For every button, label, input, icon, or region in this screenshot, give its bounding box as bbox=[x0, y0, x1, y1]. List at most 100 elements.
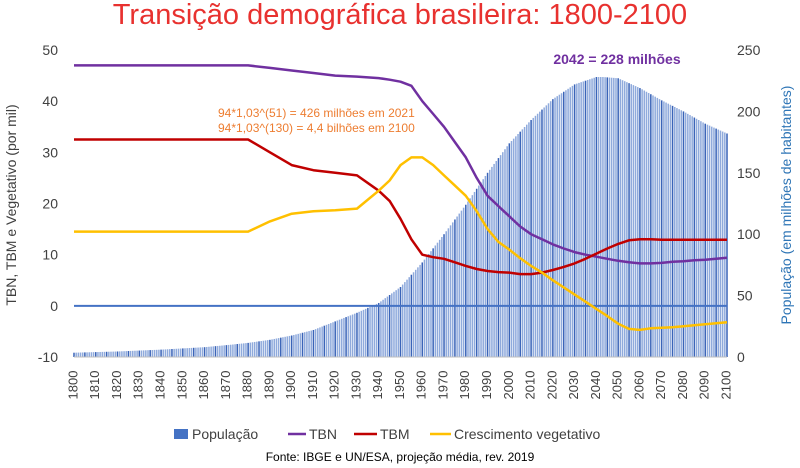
population-bar bbox=[554, 97, 556, 358]
population-bar bbox=[340, 318, 343, 357]
legend-label-tbm: TBM bbox=[380, 426, 410, 442]
population-bar bbox=[573, 84, 576, 357]
x-tick-label: 1950 bbox=[392, 371, 407, 400]
x-tick-label: 1980 bbox=[457, 371, 472, 400]
population-bar bbox=[110, 351, 112, 357]
population-bar bbox=[608, 77, 611, 357]
population-bar bbox=[506, 146, 508, 357]
population-bar bbox=[288, 335, 291, 357]
population-bar bbox=[234, 344, 236, 357]
population-bar bbox=[684, 112, 687, 357]
population-bar bbox=[123, 351, 125, 357]
population-bar bbox=[175, 348, 178, 357]
population-bar bbox=[454, 219, 456, 357]
chart-title: Transição demográfica brasileira: 1800-2… bbox=[113, 0, 687, 31]
population-bar bbox=[323, 325, 326, 357]
population-bar bbox=[519, 131, 521, 357]
population-bar bbox=[536, 113, 539, 357]
population-bar bbox=[251, 342, 254, 357]
y-tick-label: 40 bbox=[42, 93, 58, 109]
population-bar bbox=[560, 93, 563, 357]
population-bar bbox=[482, 179, 484, 357]
population-bar bbox=[145, 350, 147, 357]
population-bar bbox=[105, 351, 108, 357]
population-bar bbox=[238, 343, 241, 357]
population-bar bbox=[680, 110, 683, 357]
population-bar bbox=[645, 91, 648, 357]
population-bar bbox=[236, 344, 239, 357]
population-bar bbox=[125, 351, 127, 357]
population-bar bbox=[580, 82, 582, 358]
population-bar bbox=[129, 350, 132, 357]
population-bar bbox=[103, 351, 106, 357]
population-bar bbox=[456, 216, 458, 357]
population-bar bbox=[210, 346, 212, 357]
y-tick-label: 10 bbox=[42, 247, 58, 263]
population-bar bbox=[229, 344, 232, 357]
population-bar bbox=[197, 347, 199, 357]
x-tick-label: 2060 bbox=[631, 371, 646, 400]
population-bar bbox=[410, 274, 413, 357]
population-bar bbox=[443, 234, 445, 357]
population-bar bbox=[525, 124, 528, 357]
population-bar bbox=[697, 120, 700, 357]
population-bar bbox=[356, 312, 358, 357]
population-bar bbox=[469, 198, 471, 357]
population-bar bbox=[445, 231, 447, 357]
population-bar bbox=[593, 77, 595, 357]
population-bar bbox=[364, 308, 367, 357]
population-bar bbox=[190, 347, 193, 357]
population-bar bbox=[99, 351, 101, 357]
y2-tick-label: 0 bbox=[737, 349, 745, 365]
population-bar bbox=[658, 99, 661, 358]
population-bar bbox=[512, 138, 515, 357]
tbm-line bbox=[74, 138, 727, 276]
population-bar bbox=[521, 129, 524, 357]
population-bar bbox=[586, 79, 589, 358]
population-bar bbox=[597, 77, 600, 358]
y-tick-label: 20 bbox=[42, 196, 58, 212]
population-bar bbox=[184, 348, 186, 357]
population-bar bbox=[660, 100, 663, 357]
x-tick-label: 1930 bbox=[348, 371, 363, 400]
population-bar bbox=[382, 299, 384, 357]
population-bar bbox=[303, 332, 306, 357]
population-bar bbox=[349, 315, 352, 357]
x-tick-label: 1830 bbox=[131, 371, 146, 400]
population-bar bbox=[669, 104, 672, 358]
population-bar bbox=[245, 343, 247, 357]
population-bar bbox=[606, 77, 609, 358]
population-bar bbox=[517, 134, 519, 357]
population-bar bbox=[395, 290, 397, 357]
population-bar bbox=[293, 334, 295, 357]
population-bar bbox=[77, 352, 80, 357]
population-bar bbox=[373, 304, 376, 357]
population-bar bbox=[632, 85, 635, 358]
x-tick-label: 2080 bbox=[675, 371, 690, 400]
population-bar bbox=[216, 345, 219, 357]
population-bar bbox=[325, 324, 328, 357]
population-bar bbox=[136, 350, 138, 357]
population-bar bbox=[393, 291, 395, 357]
population-bar bbox=[319, 327, 321, 357]
population-bar bbox=[201, 347, 204, 357]
population-bar bbox=[602, 77, 604, 358]
y2-axis-label: População (em milhões de habitantes) bbox=[778, 86, 794, 325]
population-bar bbox=[693, 117, 696, 357]
population-bar bbox=[258, 341, 260, 357]
population-bar bbox=[499, 155, 502, 357]
population-bar bbox=[589, 79, 591, 357]
y-tick-label: -10 bbox=[38, 349, 58, 365]
population-bar bbox=[656, 97, 659, 357]
population-bar bbox=[280, 337, 282, 357]
population-bar bbox=[425, 256, 428, 357]
population-bar bbox=[153, 349, 156, 357]
population-bar bbox=[571, 85, 574, 358]
population-bar bbox=[380, 301, 382, 357]
population-bar bbox=[375, 303, 378, 357]
population-bar bbox=[613, 77, 615, 357]
population-bar bbox=[650, 94, 652, 358]
y-tick-label: 50 bbox=[42, 42, 58, 58]
